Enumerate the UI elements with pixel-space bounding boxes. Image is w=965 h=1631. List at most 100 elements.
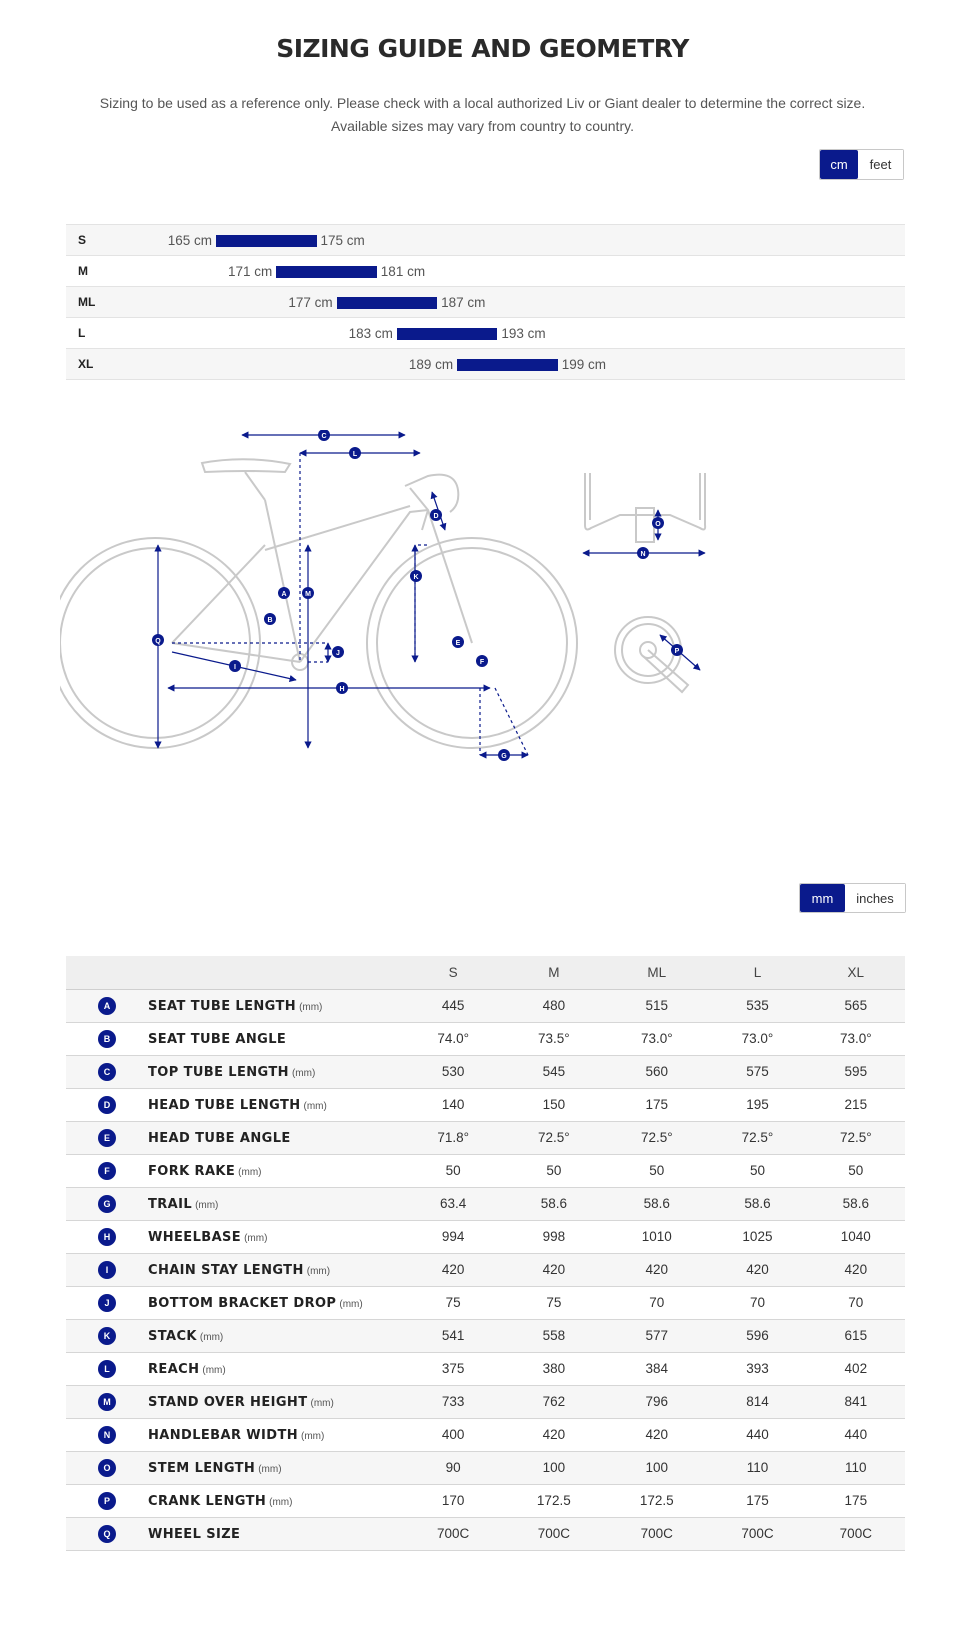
value-s: 140 <box>404 1088 503 1122</box>
rider-size-label: L <box>78 326 86 340</box>
value-m: 100 <box>502 1451 606 1485</box>
diagram-badge-p: P <box>671 644 683 656</box>
height-unit-toggle: cm feet <box>819 149 904 180</box>
header-size-xl: XL <box>806 956 905 990</box>
value-xl: 700C <box>806 1517 905 1551</box>
rider-size-row: ML 177 cm 187 cm <box>66 287 905 318</box>
value-ml: 70 <box>605 1286 709 1320</box>
diagram-badge-d: D <box>430 509 442 521</box>
value-m: 380 <box>502 1352 606 1386</box>
value-ml: 73.0° <box>605 1022 709 1056</box>
measure-unit: (mm) <box>238 1166 262 1178</box>
length-unit-toggle: mm inches <box>799 883 906 913</box>
measure-name-cell: SEAT TUBE LENGTH (mm) <box>148 989 404 1023</box>
rider-height-range-bar <box>216 235 317 247</box>
value-xl: 70 <box>806 1286 905 1320</box>
value-s: 445 <box>404 989 503 1023</box>
value-s: 420 <box>404 1253 503 1287</box>
badge-cell: C <box>66 1055 148 1089</box>
svg-text:M: M <box>305 591 311 598</box>
value-xl: 72.5° <box>806 1121 905 1155</box>
measure-name: WHEEL SIZE <box>148 1526 241 1542</box>
unit-mm-button[interactable]: mm <box>800 884 845 912</box>
measure-badge: D <box>98 1095 116 1114</box>
value-m: 558 <box>502 1319 606 1353</box>
value-s: 700C <box>404 1517 503 1551</box>
geometry-row-l: L REACH (mm) 375 380 384 393 402 <box>66 1352 905 1386</box>
rider-size-row: XL 189 cm 199 cm <box>66 349 905 380</box>
value-s: 74.0° <box>404 1022 503 1056</box>
measure-name: SEAT TUBE ANGLE <box>148 1031 287 1047</box>
measure-badge: A <box>98 996 116 1015</box>
rider-size-label: ML <box>78 295 96 309</box>
badge-cell: B <box>66 1022 148 1056</box>
diagram-badge-l: L <box>349 447 361 459</box>
diagram-badge-o: O <box>652 517 664 529</box>
geometry-row-k: K STACK (mm) 541 558 577 596 615 <box>66 1319 905 1353</box>
geometry-row-b: B SEAT TUBE ANGLE 74.0° 73.5° 73.0° 73.0° 73.0… <box>66 1022 905 1056</box>
measure-badge: M <box>98 1392 116 1411</box>
measure-name-cell: HANDLEBAR WIDTH (mm) <box>148 1418 404 1452</box>
measure-name-cell: STACK (mm) <box>148 1319 404 1353</box>
value-ml: 172.5 <box>605 1484 709 1518</box>
value-s: 994 <box>404 1220 503 1254</box>
value-m: 480 <box>502 989 606 1023</box>
value-ml: 420 <box>605 1418 709 1452</box>
measure-name-cell: WHEELBASE (mm) <box>148 1220 404 1254</box>
value-s: 400 <box>404 1418 503 1452</box>
header-size-ml: ML <box>605 956 709 990</box>
diagram-badge-j: J <box>332 646 344 658</box>
svg-text:E: E <box>456 640 461 647</box>
measure-name: STEM LENGTH <box>148 1460 256 1476</box>
value-l: 50 <box>708 1154 807 1188</box>
value-m: 50 <box>502 1154 606 1188</box>
measure-name-cell: REACH (mm) <box>148 1352 404 1386</box>
badge-cell: Q <box>66 1517 148 1551</box>
measure-name-cell: CRANK LENGTH (mm) <box>148 1484 404 1518</box>
measure-name-cell: TRAIL (mm) <box>148 1187 404 1221</box>
measure-badge: G <box>98 1194 116 1213</box>
measure-name-cell: WHEEL SIZE <box>148 1517 404 1551</box>
geometry-row-c: C TOP TUBE LENGTH (mm) 530 545 560 575 595 <box>66 1055 905 1089</box>
measure-badge: P <box>98 1491 116 1510</box>
value-l: 1025 <box>708 1220 807 1254</box>
unit-inches-button[interactable]: inches <box>845 884 905 912</box>
value-l: 175 <box>708 1484 807 1518</box>
value-l: 58.6 <box>708 1187 807 1221</box>
rider-height-min: 183 cm <box>348 326 393 341</box>
value-xl: 420 <box>806 1253 905 1287</box>
badge-cell: K <box>66 1319 148 1353</box>
measure-unit: (mm) <box>199 1331 224 1343</box>
value-s: 170 <box>404 1484 503 1518</box>
geometry-header-row: S M ML L XL <box>66 956 905 990</box>
measure-badge: B <box>98 1029 116 1048</box>
value-ml: 175 <box>605 1088 709 1122</box>
svg-text:I: I <box>234 664 236 671</box>
value-xl: 175 <box>806 1484 905 1518</box>
diagram-badge-h: H <box>336 682 348 694</box>
badge-cell: M <box>66 1385 148 1419</box>
value-ml: 700C <box>605 1517 709 1551</box>
value-xl: 73.0° <box>806 1022 905 1056</box>
unit-cm-button[interactable]: cm <box>820 150 858 179</box>
measure-badge: L <box>98 1359 116 1378</box>
badge-cell: E <box>66 1121 148 1155</box>
value-m: 762 <box>502 1385 606 1419</box>
measure-name: HEAD TUBE LENGTH <box>148 1097 301 1113</box>
badge-cell: I <box>66 1253 148 1287</box>
badge-cell: H <box>66 1220 148 1254</box>
rider-height-min: 189 cm <box>408 357 454 372</box>
unit-feet-button[interactable]: feet <box>858 150 903 179</box>
rider-size-label: XL <box>78 357 94 371</box>
value-m: 420 <box>502 1253 606 1287</box>
rider-height-max: 199 cm <box>561 357 606 372</box>
geometry-row-h: H WHEELBASE (mm) 994 998 1010 1025 1040 <box>66 1220 905 1254</box>
value-xl: 595 <box>806 1055 905 1089</box>
measure-badge: J <box>98 1293 116 1312</box>
value-m: 998 <box>502 1220 606 1254</box>
rider-height-range-bar <box>396 328 498 340</box>
value-s: 541 <box>404 1319 503 1353</box>
measure-badge: I <box>98 1260 116 1279</box>
value-ml: 560 <box>605 1055 709 1089</box>
value-l: 596 <box>708 1319 807 1353</box>
